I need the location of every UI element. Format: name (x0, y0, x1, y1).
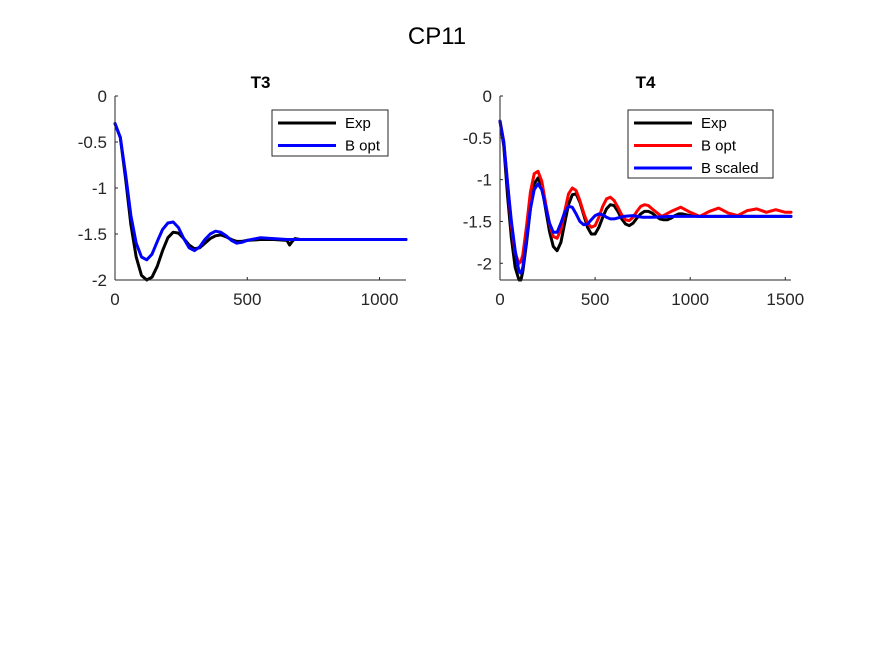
y-tick-label: -1 (92, 179, 107, 198)
legend-label: B opt (345, 138, 381, 155)
chart-2: 0 500 1000 1500 0 -0.5 -1 -1.5 -2 T4 Exp B opt B sca… (463, 73, 805, 309)
series-line-b-opt (498, 119, 793, 265)
x-tick-label: 0 (495, 290, 504, 309)
x-tick-label: 1000 (671, 290, 709, 309)
y-tick-label: 0 (98, 87, 107, 106)
chart-title: T4 (636, 73, 656, 92)
x-tick-label: 1000 (361, 290, 399, 309)
x-tick-label: 0 (110, 290, 119, 309)
x-tick-label: 500 (581, 290, 609, 309)
y-tick-label: -1.5 (78, 225, 107, 244)
x-tick-label: 1500 (766, 290, 804, 309)
y-tick-label: -1.5 (463, 212, 492, 231)
chart-1: 0 500 1000 0 -0.5 -1 -1.5 -2 T3 Exp B opt (78, 73, 408, 309)
legend-label: B scaled (701, 160, 759, 177)
legend-label: Exp (345, 115, 371, 132)
y-tick-label: -1 (477, 171, 492, 190)
y-tick-label: -0.5 (78, 133, 107, 152)
legend-box (271, 109, 389, 157)
y-tick-label: -0.5 (463, 129, 492, 148)
chart-title: T3 (251, 73, 271, 92)
legend-label: B opt (701, 138, 737, 155)
legend: Exp B opt B scaled (627, 109, 774, 179)
y-tick-label: -2 (92, 271, 107, 290)
series-line-b-scaled (498, 119, 793, 275)
series-line-b-opt (113, 122, 408, 262)
y-tick-label: 0 (483, 87, 492, 106)
legend-label: Exp (701, 115, 727, 132)
axes-layer: 0 500 1000 0 -0.5 -1 -1.5 -2 T3 Exp B opt 0 500 1000 1… (78, 73, 805, 309)
x-tick-label: 500 (233, 290, 261, 309)
y-tick-label: -2 (477, 254, 492, 273)
legend: Exp B opt (271, 109, 389, 157)
figure-title: CP11 (408, 23, 466, 50)
